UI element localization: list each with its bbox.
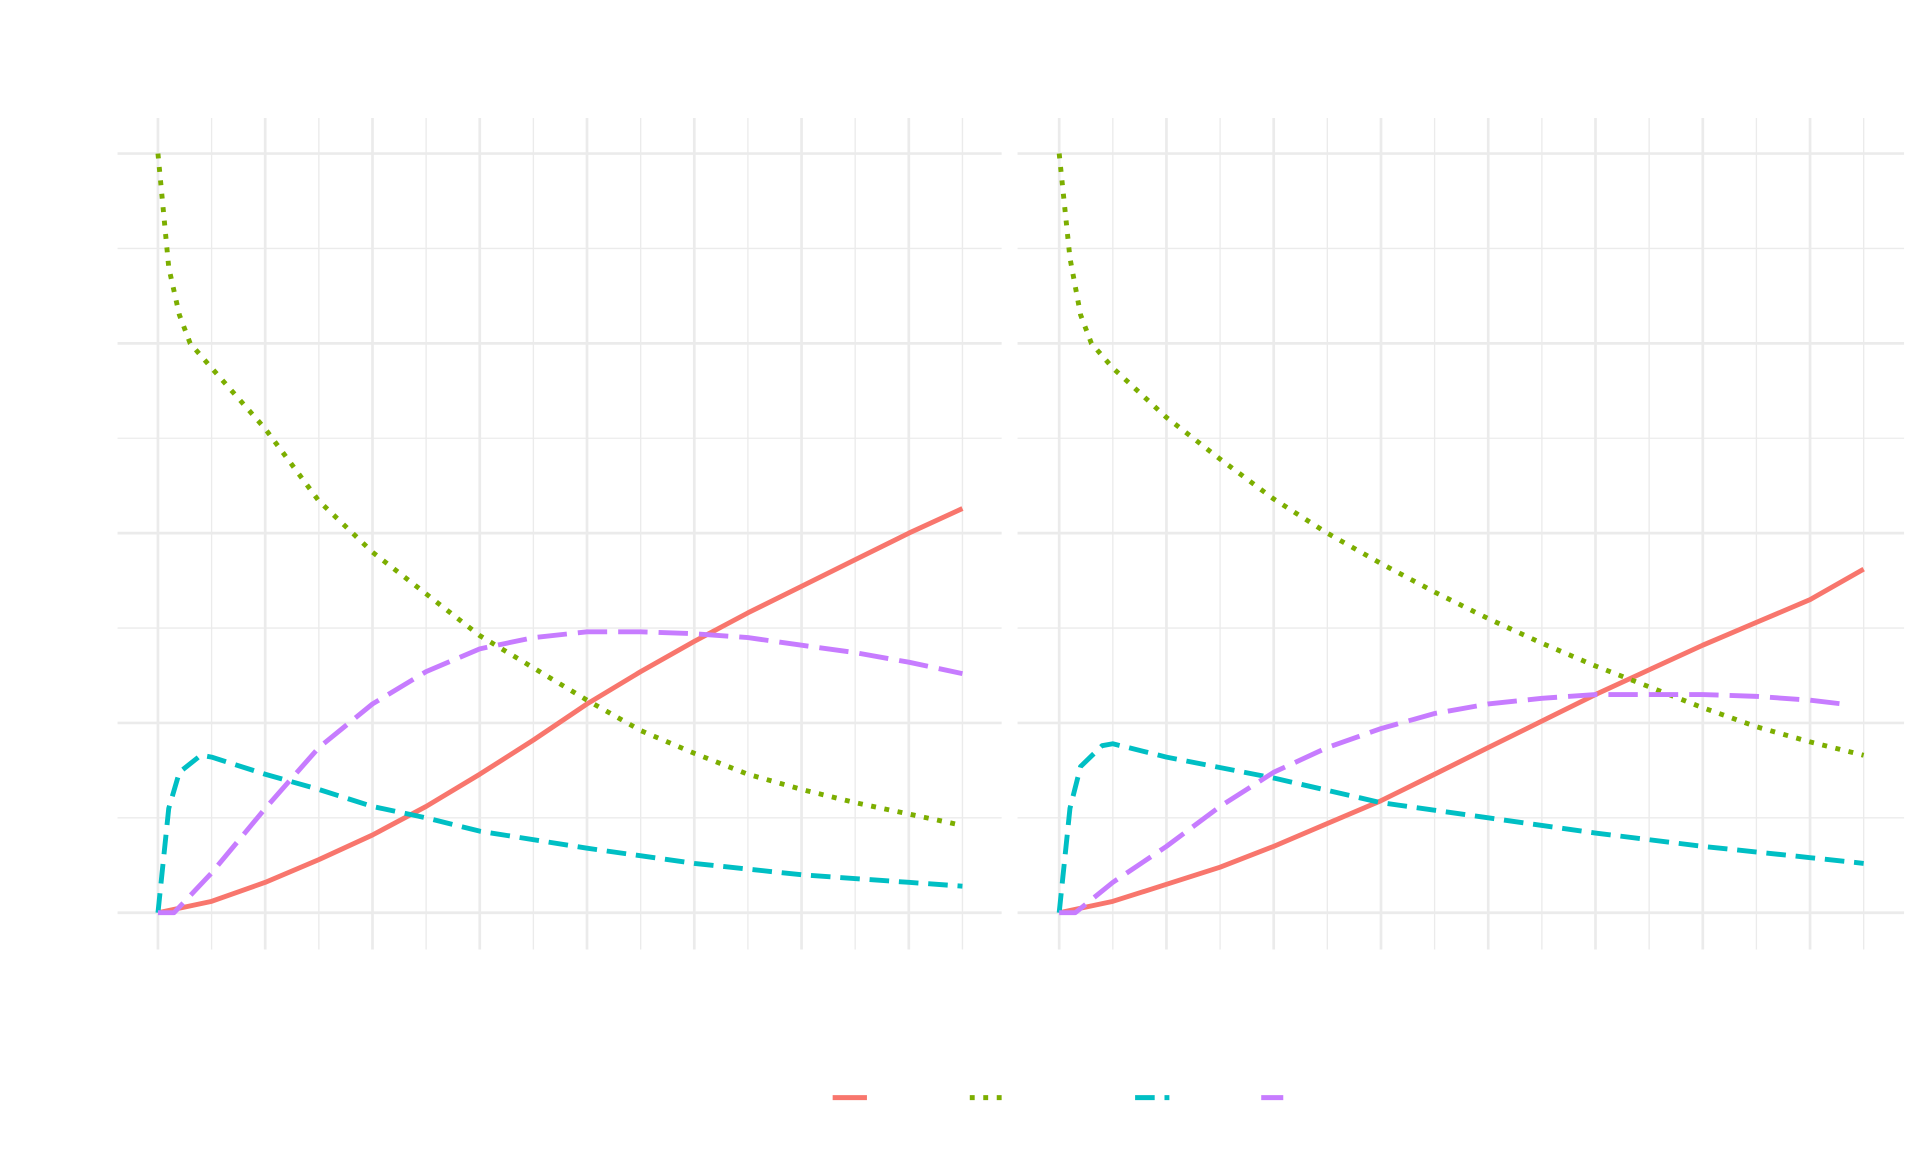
panel-right bbox=[1017, 118, 1905, 950]
series-line-4 bbox=[157, 629, 963, 916]
series-line-3 bbox=[1056, 741, 1864, 913]
series-line-1 bbox=[157, 506, 964, 916]
series-line-2 bbox=[1056, 153, 1865, 758]
panel-left bbox=[117, 118, 1002, 950]
series-line-4 bbox=[1059, 692, 1843, 916]
series-line-1 bbox=[1058, 567, 1865, 916]
series-line-3 bbox=[155, 752, 963, 913]
